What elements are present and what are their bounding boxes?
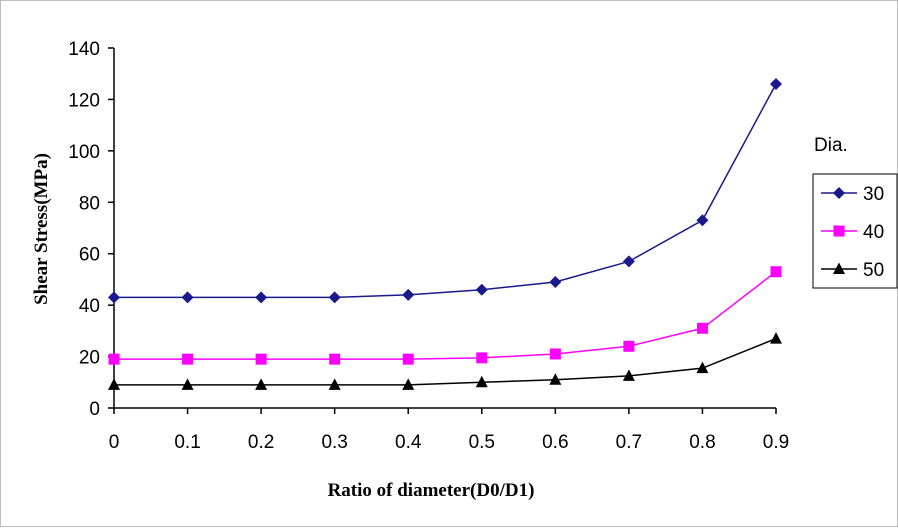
series-line-30: [114, 83, 777, 299]
x-tick-label: 0: [109, 432, 120, 453]
x-tick-label: 0.9: [763, 432, 789, 453]
series-layer: [108, 78, 782, 390]
series-30: [108, 78, 782, 304]
x-tick-label: 0.3: [321, 432, 347, 453]
data-point-50: [402, 378, 415, 390]
legend-marker: [833, 187, 845, 199]
series-line-50: [114, 337, 777, 386]
x-tick-label: 0.4: [395, 432, 422, 453]
legend-label: 40: [863, 222, 884, 243]
data-point-30: [402, 288, 415, 301]
data-point-50: [328, 378, 341, 390]
y-tick-label: 80: [79, 193, 100, 214]
data-point-40: [696, 322, 708, 334]
legend: Dia. 30 40 50: [812, 135, 898, 289]
data-point-30: [328, 291, 341, 304]
legend-item-40: 40: [821, 222, 884, 243]
legend-marker: [833, 262, 845, 274]
data-point-50: [108, 378, 120, 390]
x-tick-label: 0.5: [469, 432, 495, 453]
y-tick-label: 40: [79, 296, 100, 317]
data-point-30: [255, 291, 268, 304]
y-tick-label: 60: [79, 245, 100, 266]
y-tick-label: 20: [79, 348, 100, 369]
data-point-50: [622, 369, 635, 381]
x-tick-label: 0.6: [542, 432, 568, 453]
y-axis-title: Shear Stress(MPa): [31, 153, 52, 305]
data-point-40: [549, 348, 561, 360]
data-point-30: [549, 276, 562, 288]
data-point-30: [475, 283, 488, 296]
legend-item-30: 30: [821, 184, 884, 205]
legend-marker: [833, 225, 845, 237]
x-ticks: 0 0.1 0.2 0.3 0.4 0.5 0.6 0.7 0.8 0.9: [109, 408, 789, 453]
y-tick-label: 0: [89, 399, 100, 420]
legend-item-50: 50: [821, 260, 884, 281]
data-point-30: [181, 291, 194, 304]
x-tick-label: 0.2: [248, 432, 274, 453]
series-50: [108, 332, 782, 390]
data-point-50: [770, 332, 782, 344]
x-tick-label: 0.7: [616, 432, 642, 453]
y-tick-label: 140: [68, 39, 100, 60]
y-ticks: 0 20 40 60 80 100 120 140: [68, 39, 114, 420]
axes: 0 20 40 60 80 100 120 140 0 0.1 0.2 0.3 0.4 0.5 0.6 0.…: [68, 39, 789, 453]
series-line-40: [114, 271, 777, 360]
data-point-40: [402, 353, 414, 365]
x-tick-label: 0.8: [689, 432, 715, 453]
data-point-40: [108, 353, 120, 365]
data-point-40: [329, 353, 341, 365]
legend-items: 30 40 50: [821, 184, 884, 281]
data-point-30: [770, 78, 782, 90]
data-point-30: [696, 214, 709, 227]
data-point-40: [255, 353, 267, 365]
series-40: [108, 266, 782, 365]
data-point-50: [181, 378, 194, 390]
data-point-30: [108, 291, 120, 304]
y-tick-label: 100: [68, 142, 100, 163]
data-point-50: [696, 361, 709, 374]
data-point-40: [476, 352, 488, 364]
data-point-40: [623, 340, 635, 352]
legend-title: Dia.: [814, 135, 848, 156]
x-tick-label: 0.1: [174, 432, 200, 453]
legend-label: 50: [863, 260, 884, 281]
data-point-50: [475, 375, 488, 388]
data-point-50: [549, 373, 562, 385]
y-tick-label: 120: [68, 90, 100, 111]
legend-label: 30: [863, 184, 884, 205]
data-point-40: [770, 266, 782, 278]
data-point-40: [182, 353, 194, 365]
data-point-50: [255, 378, 268, 390]
x-axis-title: Ratio of diameter(D0/D1): [328, 480, 535, 501]
data-point-30: [622, 255, 635, 268]
